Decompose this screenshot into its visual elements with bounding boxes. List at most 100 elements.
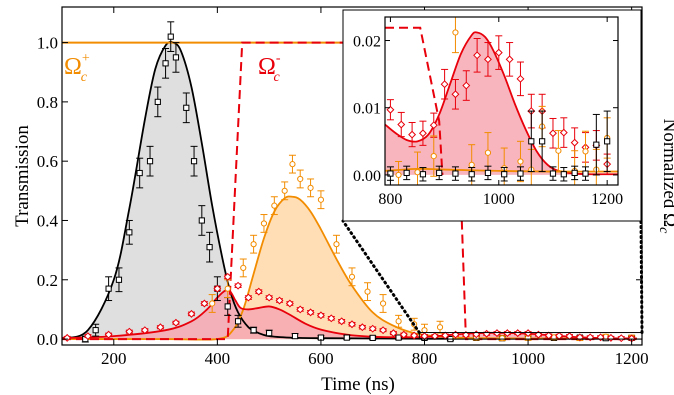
main-point-diamond bbox=[234, 281, 243, 290]
inset-point-square bbox=[593, 141, 600, 148]
main-point-diamond bbox=[223, 272, 232, 281]
inset-point-circle bbox=[582, 148, 589, 155]
y-tick-label: 0.6 bbox=[37, 152, 58, 171]
main-point-square bbox=[250, 327, 257, 334]
inset-point-diamond bbox=[440, 80, 449, 89]
y-tick-label: 1.0 bbox=[37, 34, 58, 53]
main-point-circle bbox=[317, 196, 325, 203]
y-tick-label: 0.4 bbox=[37, 211, 59, 230]
y2-axis-title: Normalized Ωc bbox=[656, 119, 674, 235]
main-point-diamond bbox=[358, 323, 367, 332]
main-point-square bbox=[198, 217, 205, 224]
main-point-circle bbox=[250, 241, 257, 248]
main-point-circle bbox=[364, 288, 371, 295]
main-point-circle bbox=[421, 327, 428, 334]
y2-axis-title-main: Normalized Ω bbox=[659, 119, 674, 228]
inset-zoom-guides bbox=[341, 219, 644, 340]
legend-omega-plus-base: Ω bbox=[64, 54, 82, 80]
main-point-circle bbox=[333, 241, 340, 248]
inset-point-diamond bbox=[462, 81, 471, 90]
inset-point-square bbox=[436, 169, 443, 177]
x-tick-label: 400 bbox=[205, 349, 231, 368]
main-point-diamond bbox=[254, 287, 263, 296]
inset-x-tick-label: 1000 bbox=[483, 191, 515, 208]
main-point-diamond bbox=[285, 299, 294, 308]
main-point-diamond bbox=[200, 299, 209, 308]
inset-y-tick-label: 0.00 bbox=[353, 168, 381, 185]
y-tick-label: 0.0 bbox=[37, 330, 58, 349]
main-point-circle bbox=[224, 285, 231, 292]
legend-omega-minus: Ω- c bbox=[258, 51, 281, 85]
main-point-circle bbox=[297, 175, 304, 183]
main-point-circle bbox=[436, 324, 444, 331]
inset-point-square bbox=[571, 169, 578, 177]
main-curve-0 bbox=[62, 41, 637, 340]
zoom-guide-right bbox=[639, 219, 644, 335]
y-tick-label: 0.2 bbox=[37, 271, 58, 290]
inset-point-diamond bbox=[549, 129, 557, 138]
y-tick-label: 0.8 bbox=[37, 93, 58, 112]
main-point-diamond bbox=[171, 318, 180, 327]
inset-point-square bbox=[560, 171, 567, 178]
main-point-square bbox=[92, 327, 99, 334]
inset-point-circle bbox=[452, 29, 459, 36]
main-point-diamond bbox=[156, 323, 165, 332]
inset-point-diamond bbox=[483, 55, 492, 64]
main-point-circle bbox=[260, 220, 268, 227]
inset-control-line-0 bbox=[385, 26, 444, 175]
inset-point-square bbox=[419, 171, 427, 178]
main-point-circle bbox=[307, 184, 314, 191]
main-point-diamond bbox=[213, 284, 222, 293]
x-tick-label: 1000 bbox=[511, 349, 545, 368]
main-frame bbox=[61, 6, 643, 346]
main-point-square bbox=[115, 276, 123, 283]
main-point-diamond bbox=[410, 331, 419, 340]
inset-plot-area bbox=[385, 17, 618, 185]
inset-point-diamond bbox=[397, 120, 406, 129]
inset-frame bbox=[384, 16, 619, 186]
main-point-circle bbox=[395, 318, 402, 325]
inset-point-diamond bbox=[516, 74, 525, 83]
main-point-square bbox=[369, 334, 376, 341]
main-point-square bbox=[224, 303, 231, 310]
main-point-diamond bbox=[244, 293, 253, 302]
main-point-diamond bbox=[617, 334, 626, 343]
main-point-diamond bbox=[275, 296, 284, 305]
inset-point-diamond bbox=[429, 121, 438, 130]
main-point-square bbox=[105, 285, 112, 292]
main-point-square bbox=[162, 60, 169, 67]
main-point-circle bbox=[348, 273, 356, 280]
main-area-1 bbox=[62, 196, 637, 340]
main-point-square bbox=[234, 318, 242, 325]
inset-point-circle bbox=[484, 149, 492, 156]
inset-point-diamond bbox=[559, 128, 568, 137]
main-point-circle bbox=[240, 264, 247, 272]
main-point-diamond bbox=[368, 324, 377, 333]
inset-point-diamond bbox=[451, 90, 460, 99]
inset-point-circle bbox=[468, 161, 475, 168]
y-axis-title: Transmission bbox=[12, 125, 33, 227]
main-point-diamond bbox=[125, 327, 134, 336]
inset-point-diamond bbox=[570, 138, 579, 147]
inset-point-square bbox=[452, 170, 459, 177]
main-point-square bbox=[291, 333, 299, 340]
x-tick-label: 800 bbox=[412, 349, 438, 368]
inset-point-circle bbox=[414, 169, 421, 176]
main-axes: 200 400 600 800 1000 1200 0.0 0.2 0.4 0.6 0.8 1.0 bbox=[37, 6, 649, 368]
legend-omega-plus-sup: + bbox=[82, 51, 90, 66]
main-point-diamond bbox=[104, 330, 113, 339]
main-point-diamond bbox=[327, 314, 336, 323]
inset-point-diamond bbox=[418, 129, 427, 138]
main-point-diamond bbox=[399, 330, 408, 339]
main-point-square bbox=[172, 54, 180, 61]
main-point-diamond bbox=[265, 293, 274, 302]
inset-point-square bbox=[549, 170, 557, 177]
zoom-region-box bbox=[418, 332, 643, 340]
inset-point-circle bbox=[430, 153, 437, 160]
x-tick-label: 600 bbox=[308, 349, 334, 368]
inset-point-square bbox=[528, 138, 535, 145]
inset-point-square bbox=[484, 169, 492, 177]
main-area-0 bbox=[62, 41, 637, 340]
main-point-square bbox=[343, 334, 350, 341]
